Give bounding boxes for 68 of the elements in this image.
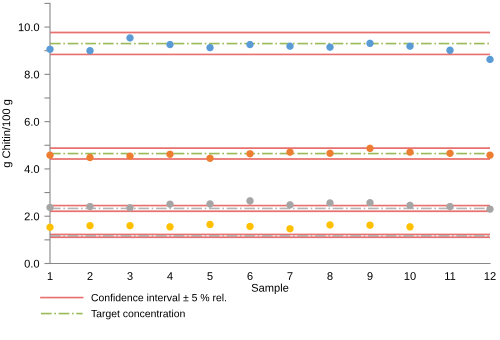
y-tick-label: 6.0 — [24, 118, 40, 126]
y-tick-label: 8.0 — [24, 70, 40, 78]
point — [86, 47, 94, 54]
x-tick-label: 12 — [484, 272, 496, 280]
point — [406, 202, 414, 210]
point — [326, 43, 334, 51]
point — [326, 150, 334, 157]
x-tick-label: 11 — [445, 272, 456, 280]
point — [206, 154, 214, 162]
y-tick-label: 10.0 — [18, 23, 40, 32]
point — [206, 44, 214, 52]
point — [166, 150, 174, 158]
x-tick-label: 3 — [127, 272, 133, 280]
legend-label: Confidence interval ± 5 % rel. — [91, 294, 226, 302]
y-tick-label: 2.0 — [24, 212, 40, 220]
point — [286, 225, 294, 232]
x-tick-label: 8 — [327, 272, 333, 280]
point — [406, 223, 414, 231]
point — [446, 202, 454, 210]
legend-label: Target concentration — [91, 310, 185, 320]
point — [46, 152, 54, 159]
x-tick-label: 5 — [207, 272, 213, 280]
x-tick-label: 7 — [287, 272, 293, 280]
point — [166, 200, 174, 208]
point — [246, 40, 254, 48]
y-tick-label: 0.0 — [24, 260, 40, 268]
point — [246, 197, 254, 205]
x-tick-label: 6 — [247, 272, 253, 280]
point — [206, 200, 214, 208]
point — [366, 222, 374, 229]
point — [126, 222, 134, 230]
x-tick-label: 4 — [167, 272, 173, 280]
point — [206, 220, 214, 228]
point — [286, 148, 294, 156]
point — [406, 148, 414, 156]
point — [166, 40, 174, 48]
point — [326, 221, 334, 229]
point — [46, 204, 54, 212]
point — [366, 144, 374, 152]
x-tick-label: 10 — [404, 272, 416, 280]
point — [366, 199, 374, 206]
point — [446, 46, 454, 54]
point — [126, 204, 134, 212]
point — [86, 202, 94, 210]
point — [286, 201, 294, 209]
point — [126, 34, 134, 42]
point — [286, 42, 294, 50]
x-axis-title: Sample — [252, 284, 288, 294]
y-axis-title: g Chitin/100 g — [2, 100, 12, 168]
x-tick-label: 1 — [48, 272, 53, 280]
point — [86, 222, 94, 230]
point — [86, 154, 94, 162]
point — [326, 199, 334, 207]
point — [46, 224, 54, 231]
point — [246, 150, 254, 158]
y-tick-label: 4.0 — [24, 165, 40, 174]
x-tick-label: 2 — [87, 272, 93, 280]
point — [406, 42, 414, 50]
point — [166, 223, 174, 231]
x-tick-label: 9 — [367, 272, 373, 280]
point — [246, 222, 254, 230]
point — [486, 152, 494, 159]
point — [46, 46, 54, 53]
point — [126, 152, 134, 160]
point — [366, 40, 374, 48]
point — [446, 150, 454, 157]
point — [486, 205, 494, 213]
point — [486, 56, 494, 64]
